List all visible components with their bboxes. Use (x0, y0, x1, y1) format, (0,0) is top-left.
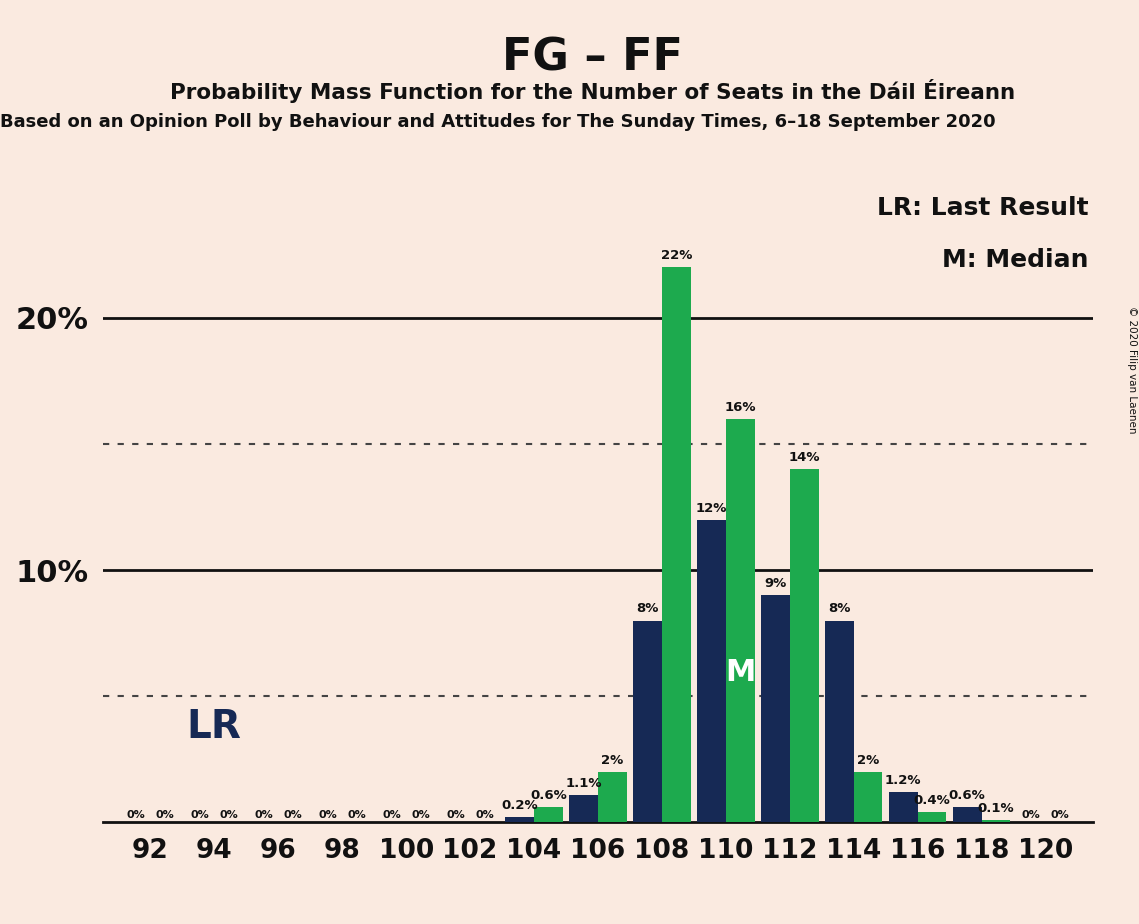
Text: 0%: 0% (347, 809, 366, 820)
Bar (789, 469, 819, 822)
Text: 8%: 8% (828, 602, 851, 615)
Text: Probability Mass Function for the Number of Seats in the Dáil Éireann: Probability Mass Function for the Number… (170, 79, 1015, 103)
Text: 0%: 0% (254, 809, 273, 820)
Bar (726, 419, 755, 822)
Bar (697, 519, 726, 822)
Text: 8%: 8% (637, 602, 658, 615)
Text: 0%: 0% (126, 809, 146, 820)
Text: 14%: 14% (788, 451, 820, 464)
Text: 16%: 16% (724, 401, 756, 414)
Bar (506, 818, 534, 822)
Text: 0%: 0% (411, 809, 429, 820)
Text: 9%: 9% (764, 578, 787, 590)
Text: 1.2%: 1.2% (885, 774, 921, 787)
Text: 0%: 0% (1050, 809, 1070, 820)
Text: 0.2%: 0.2% (501, 799, 538, 812)
Text: 2%: 2% (601, 754, 623, 767)
Text: FG – FF: FG – FF (502, 37, 682, 80)
Text: 0%: 0% (220, 809, 238, 820)
Text: 0.6%: 0.6% (949, 789, 985, 802)
Text: 1.1%: 1.1% (565, 776, 601, 789)
Text: 22%: 22% (661, 249, 693, 262)
Text: 0%: 0% (190, 809, 210, 820)
Bar (888, 792, 918, 822)
Text: 0.6%: 0.6% (530, 789, 567, 802)
Bar (982, 820, 1010, 822)
Bar (761, 595, 789, 822)
Text: 2%: 2% (857, 754, 879, 767)
Text: © 2020 Filip van Laenen: © 2020 Filip van Laenen (1126, 306, 1137, 433)
Text: 0%: 0% (284, 809, 302, 820)
Text: LR: Last Result: LR: Last Result (877, 196, 1089, 220)
Bar (953, 808, 982, 822)
Text: 0%: 0% (1022, 809, 1041, 820)
Bar (633, 621, 662, 822)
Text: M: Median: M: Median (942, 249, 1089, 273)
Text: 12%: 12% (696, 502, 727, 515)
Bar (662, 267, 690, 822)
Text: 0%: 0% (475, 809, 494, 820)
Text: LR: LR (187, 708, 241, 747)
Text: 0%: 0% (155, 809, 174, 820)
Text: 0.1%: 0.1% (977, 802, 1014, 815)
Bar (534, 808, 563, 822)
Text: M: M (726, 659, 755, 687)
Bar (570, 795, 598, 822)
Bar (825, 621, 854, 822)
Bar (918, 812, 947, 822)
Bar (598, 772, 626, 822)
Text: 0%: 0% (319, 809, 337, 820)
Bar (854, 772, 883, 822)
Text: Based on an Opinion Poll by Behaviour and Attitudes for The Sunday Times, 6–18 S: Based on an Opinion Poll by Behaviour an… (0, 113, 995, 130)
Text: 0.4%: 0.4% (913, 795, 950, 808)
Text: 0%: 0% (446, 809, 465, 820)
Text: 0%: 0% (383, 809, 401, 820)
